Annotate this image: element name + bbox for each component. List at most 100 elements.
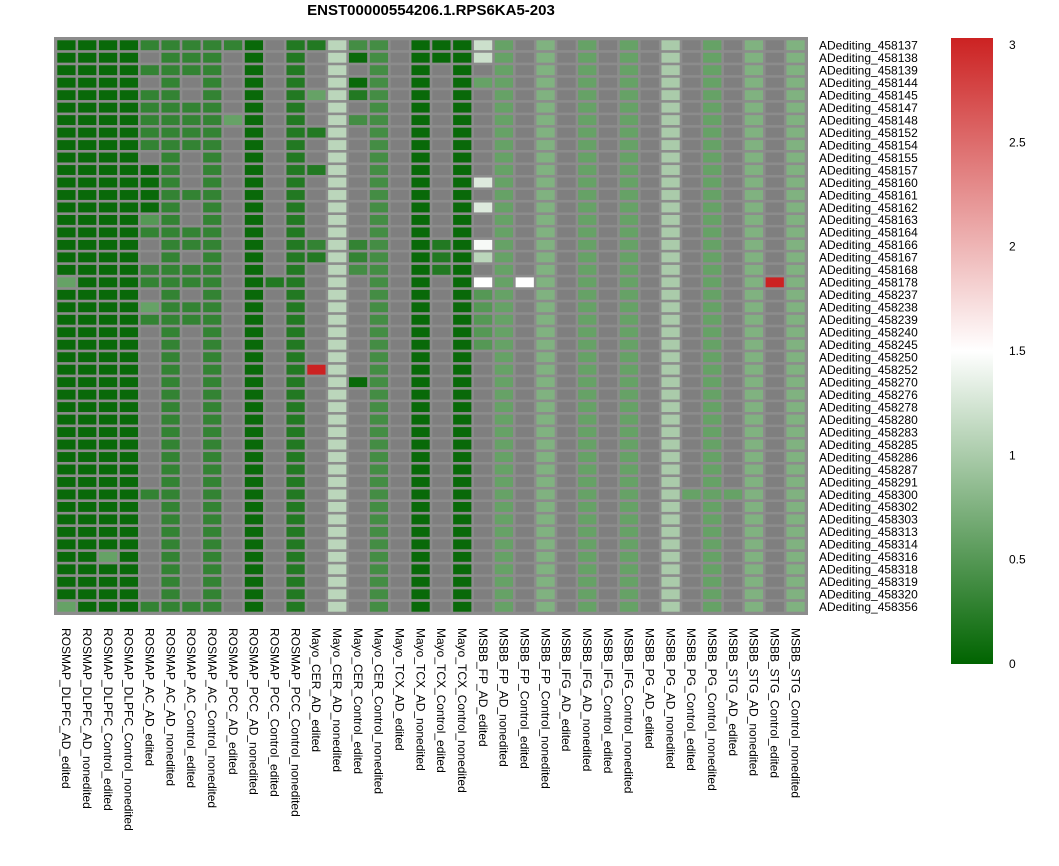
heatmap-cell: [432, 489, 451, 500]
heatmap-cell: [744, 439, 764, 450]
heatmap-cell: [432, 551, 451, 562]
column-label: Mayo_TCX_AD_nonedited: [413, 628, 427, 771]
heatmap-cell: [703, 564, 722, 575]
heatmap-cell: [265, 352, 284, 363]
heatmap-cell: [598, 389, 618, 400]
heatmap-cell: [119, 165, 139, 175]
heatmap-cell: [182, 539, 201, 550]
heatmap-cell: [286, 564, 305, 575]
heatmap-cell: [744, 215, 764, 225]
heatmap-cell: [390, 402, 409, 413]
heatmap-cell: [161, 302, 180, 313]
heatmap-cell: [286, 514, 305, 525]
heatmap-cell: [140, 264, 159, 275]
heatmap-cell: [661, 314, 680, 325]
heatmap-cell: [619, 589, 639, 600]
heatmap-cell: [723, 427, 743, 438]
heatmap-cell: [411, 177, 430, 188]
heatmap-cell: [703, 589, 722, 600]
heatmap-cell: [723, 289, 743, 300]
heatmap-cell: [286, 352, 305, 363]
heatmap-cell: [473, 539, 493, 550]
heatmap-cell: [223, 339, 243, 350]
heatmap-cell: [411, 601, 430, 612]
heatmap-cell: [140, 364, 159, 375]
heatmap-cell: [182, 177, 201, 188]
heatmap-cell: [661, 539, 680, 550]
heatmap-cell: [57, 589, 76, 600]
heatmap-cell: [98, 502, 118, 512]
heatmap-cell: [765, 539, 784, 550]
row-label: ADediting_458303: [819, 513, 918, 527]
heatmap-cell: [98, 402, 118, 413]
heatmap-cell: [640, 489, 659, 500]
heatmap-cell: [140, 127, 159, 138]
heatmap-cell: [286, 252, 305, 263]
heatmap-cell: [578, 464, 597, 475]
heatmap-cell: [640, 115, 659, 126]
heatmap-cell: [119, 327, 139, 338]
heatmap-cell: [723, 339, 743, 350]
row-label: ADediting_458287: [819, 463, 918, 477]
heatmap-cell: [682, 40, 701, 51]
heatmap-cell: [98, 215, 118, 225]
heatmap-cell: [182, 65, 201, 76]
heatmap-cell: [619, 327, 639, 338]
heatmap-cell: [515, 402, 534, 413]
column-label: Mayo_TCX_AD_edited: [392, 628, 406, 751]
heatmap-cell: [328, 489, 347, 500]
heatmap-cell: [744, 115, 764, 126]
heatmap-cell: [598, 414, 618, 425]
heatmap-cell: [119, 539, 139, 550]
heatmap-cell: [78, 202, 97, 213]
heatmap-cell: [557, 215, 576, 225]
heatmap-cell: [557, 190, 576, 200]
heatmap-cell: [369, 90, 389, 101]
heatmap-cell: [140, 165, 159, 175]
heatmap-cell: [348, 215, 368, 225]
heatmap-cell: [515, 389, 534, 400]
heatmap-cell: [161, 427, 180, 438]
heatmap-cell: [348, 177, 368, 188]
heatmap-cell: [598, 551, 618, 562]
heatmap-cell: [661, 52, 680, 63]
heatmap-cell: [557, 601, 576, 612]
heatmap-cell: [453, 389, 472, 400]
heatmap-cell: [78, 477, 97, 487]
heatmap-cell: [286, 464, 305, 475]
heatmap-cell: [369, 127, 389, 138]
heatmap-cell: [390, 427, 409, 438]
heatmap-cell: [78, 327, 97, 338]
heatmap-cell: [57, 239, 76, 250]
heatmap-cell: [744, 277, 764, 288]
heatmap-cell: [619, 127, 639, 138]
heatmap-cell: [765, 402, 784, 413]
heatmap-cell: [786, 514, 805, 525]
heatmap-cell: [98, 377, 118, 388]
heatmap-cell: [98, 389, 118, 400]
heatmap-cell: [703, 152, 722, 163]
heatmap-cell: [786, 414, 805, 425]
heatmap-cell: [578, 551, 597, 562]
heatmap-cell: [765, 152, 784, 163]
heatmap-cell: [348, 551, 368, 562]
column-label: ROSMAP_AC_AD_nonedited: [163, 628, 177, 786]
heatmap-cell: [515, 539, 534, 550]
heatmap-cell: [328, 302, 347, 313]
heatmap-cell: [703, 52, 722, 63]
heatmap-cell: [786, 464, 805, 475]
heatmap-cell: [244, 526, 264, 537]
heatmap-cell: [703, 502, 722, 512]
heatmap-cell: [390, 165, 409, 175]
heatmap-cell: [453, 402, 472, 413]
heatmap-cell: [265, 589, 284, 600]
heatmap-cell: [473, 52, 493, 63]
heatmap-cell: [640, 302, 659, 313]
heatmap-cell: [494, 502, 514, 512]
heatmap-cell: [786, 589, 805, 600]
heatmap-cell: [744, 90, 764, 101]
heatmap-cell: [98, 52, 118, 63]
heatmap-cell: [57, 165, 76, 175]
heatmap-cell: [536, 77, 555, 88]
heatmap-cell: [161, 464, 180, 475]
